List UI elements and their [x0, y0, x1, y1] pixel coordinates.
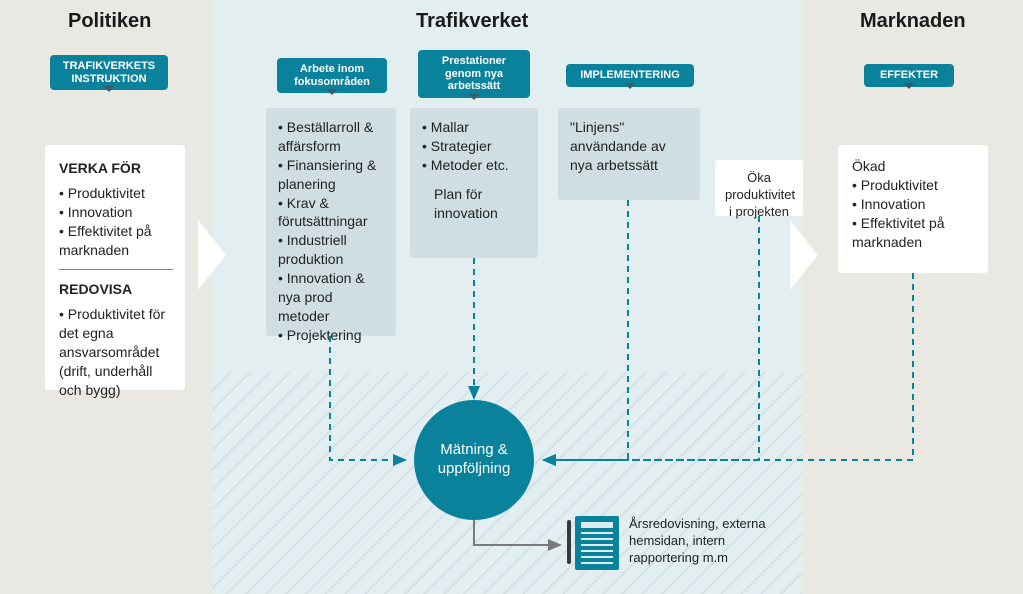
pill-arbete: Arbete inom fokusområden: [277, 58, 387, 93]
box-arbete: Beställarroll & affärsform Finansiering …: [266, 108, 396, 336]
list-item: Innovation: [59, 203, 173, 222]
document-icon: [575, 516, 619, 570]
list-item: Produktivitet för det egna ansvarsområde…: [59, 305, 173, 399]
document-caption: Årsredovisning, externa hemsidan, intern…: [629, 516, 789, 567]
title-trafikverket: Trafikverket: [416, 10, 528, 33]
list-effekter: Produktivitet Innovation Effektivitet på…: [852, 176, 976, 252]
document-output: Årsredovisning, externa hemsidan, intern…: [575, 516, 789, 570]
pen-icon: [567, 520, 571, 564]
heading-redovisa: REDOVISA: [59, 280, 173, 299]
pill-instruktion: TRAFIKVERKETS INSTRUKTION: [50, 55, 168, 90]
list-item: Metoder etc.: [422, 156, 526, 175]
list-item: Effektivitet på marknaden: [852, 214, 976, 252]
list-item: Effektivitet på marknaden: [59, 222, 173, 260]
list-arbete: Beställarroll & affärsform Finansiering …: [278, 118, 384, 345]
box-prestationer: Mallar Strategier Metoder etc. Plan för …: [410, 108, 538, 258]
title-marknaden: Marknaden: [860, 10, 966, 33]
list-item: Strategier: [422, 137, 526, 156]
pill-implementering: IMPLEMENTERING: [566, 64, 694, 87]
pill-prestationer: Prestationer genom nya arbetssätt: [418, 50, 530, 98]
pill-effekter: EFFEKTER: [864, 64, 954, 87]
heading-verka: VERKA FÖR: [59, 159, 173, 178]
list-item: Produktivitet: [59, 184, 173, 203]
box-implementering: "Linjens" användande av nya arbetssätt: [558, 108, 700, 200]
list-item: Projektering: [278, 326, 384, 345]
list-prestationer: Mallar Strategier Metoder etc.: [422, 118, 526, 175]
list-redovisa: Produktivitet för det egna ansvarsområde…: [59, 305, 173, 399]
text-linjens: "Linjens" användande av nya arbetssätt: [570, 119, 666, 173]
list-item: Mallar: [422, 118, 526, 137]
node-matning-uppfoljning: Mätning & uppföljning: [414, 400, 534, 520]
box-politiken: VERKA FÖR Produktivitet Innovation Effek…: [45, 145, 185, 390]
list-item: Finansiering & planering: [278, 156, 384, 194]
circle-label: Mätning & uppföljning: [422, 441, 526, 479]
text-okad: Ökad: [852, 157, 976, 176]
list-verka: Produktivitet Innovation Effektivitet på…: [59, 184, 173, 260]
list-item: Produktivitet: [852, 176, 976, 195]
divider: [59, 269, 173, 270]
list-item: Krav & förutsättningar: [278, 194, 384, 232]
list-item: Innovation: [852, 195, 976, 214]
list-item: Industriell produktion: [278, 231, 384, 269]
box-oka-produktivitet: Öka produktivitet i projekten: [715, 160, 803, 216]
list-item: Beställarroll & affärsform: [278, 118, 384, 156]
box-effekter: Ökad Produktivitet Innovation Effektivit…: [838, 145, 988, 273]
list-item: Innovation & nya prod metoder: [278, 269, 384, 326]
title-politiken: Politiken: [68, 10, 151, 33]
text-plan-innovation: Plan för innovation: [422, 185, 526, 223]
